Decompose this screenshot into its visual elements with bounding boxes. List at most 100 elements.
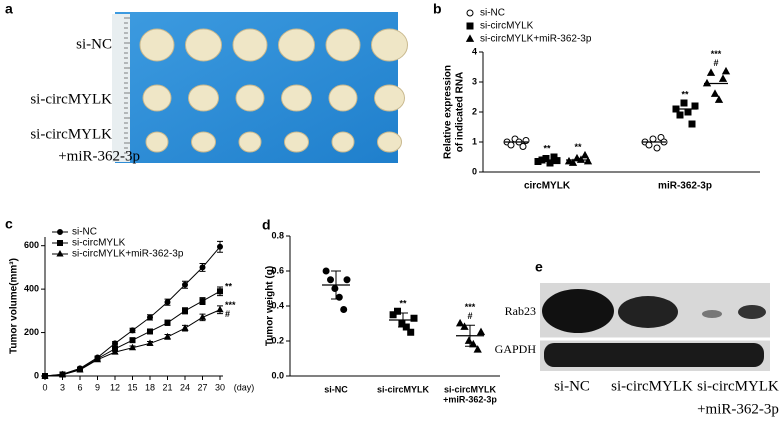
y-tick-label: 0	[34, 370, 39, 380]
marker	[714, 95, 724, 103]
marker	[217, 243, 223, 250]
marker	[93, 355, 102, 363]
marker	[147, 328, 153, 335]
x-tick-label: circMYLK	[524, 181, 571, 192]
marker	[181, 324, 189, 331]
y-tick-label: 600	[24, 240, 39, 250]
marker	[199, 264, 206, 271]
marker	[580, 150, 590, 159]
marker	[76, 365, 84, 373]
marker	[653, 144, 661, 152]
x-tick-label: si-circMYLK	[444, 384, 497, 394]
y-tick-label: 3	[472, 76, 477, 86]
marker	[564, 156, 574, 165]
y-tick-label: 1	[472, 136, 477, 146]
panel-label: e	[535, 259, 543, 275]
y-tick-label: 4	[472, 46, 477, 56]
annotation: **	[399, 299, 407, 309]
marker	[402, 323, 410, 331]
marker	[718, 74, 728, 82]
marker	[198, 313, 207, 320]
band	[738, 305, 766, 319]
tumor	[331, 131, 355, 153]
x-tick-label: 24	[180, 382, 190, 392]
band	[544, 343, 764, 367]
marker	[583, 156, 593, 165]
tumor	[142, 84, 172, 112]
marker	[476, 327, 486, 336]
y-axis-label: Tumor weight (g)	[265, 266, 276, 346]
marker	[465, 34, 475, 42]
annotation: **	[681, 89, 689, 99]
y-tick-label: 400	[24, 284, 39, 294]
annotation: #	[467, 311, 472, 321]
panel-label: d	[262, 217, 271, 233]
series-line	[44, 290, 221, 377]
marker	[322, 267, 330, 275]
tumor	[235, 84, 265, 112]
panel-label: b	[433, 1, 442, 17]
y-tick-label: 0.6	[271, 265, 284, 275]
y-tick-label: 0	[472, 166, 477, 176]
legend-label: si-circMYLK	[72, 238, 126, 249]
tumor	[145, 131, 169, 153]
x-tick-label: 15	[127, 382, 137, 392]
tumor	[281, 84, 312, 112]
marker	[163, 332, 172, 340]
marker	[706, 68, 716, 76]
x-tick-label: 21	[162, 382, 172, 392]
protein-label: GAPDH	[495, 342, 537, 356]
x-tick-label: 0	[42, 382, 47, 392]
marker	[331, 285, 339, 292]
lane-label: si-circMYLK	[697, 378, 779, 394]
annotation: #	[225, 309, 230, 319]
x-tick-label: 12	[110, 382, 120, 392]
marker	[469, 339, 478, 348]
x-axis-label: (day)	[234, 382, 255, 392]
marker	[164, 299, 171, 306]
tumor	[139, 28, 175, 62]
tumor	[191, 131, 216, 153]
marker	[146, 339, 154, 346]
marker	[680, 99, 688, 107]
legend-label: si-circMYLK	[480, 21, 534, 32]
x-tick-label: 6	[77, 382, 82, 392]
tumor	[371, 28, 408, 62]
row-label: si-NC	[76, 36, 112, 52]
annotation: ***	[465, 302, 476, 312]
x-tick-label: 3	[60, 382, 65, 392]
marker	[721, 66, 731, 75]
marker	[410, 314, 418, 322]
x-tick-label: 27	[197, 382, 207, 392]
tumor	[278, 28, 315, 62]
marker	[473, 345, 482, 353]
marker	[129, 337, 136, 344]
tumor	[238, 131, 262, 153]
lane-label: si-NC	[554, 378, 590, 394]
marker	[199, 298, 206, 305]
marker	[455, 318, 465, 327]
panel-label: c	[5, 216, 13, 232]
marker	[216, 305, 224, 313]
tumor	[188, 84, 219, 112]
band	[542, 289, 614, 333]
y-axis-label: of indicated RNA	[455, 72, 466, 153]
series-line	[44, 246, 221, 377]
marker	[217, 288, 223, 295]
marker	[691, 102, 699, 110]
marker	[460, 322, 469, 330]
marker	[41, 371, 49, 379]
marker	[57, 240, 63, 246]
marker	[340, 306, 348, 313]
y-tick-label: 0.2	[271, 335, 284, 345]
marker	[58, 370, 67, 378]
band	[702, 310, 722, 318]
x-tick-label: +miR-362-3p	[443, 394, 497, 404]
x-tick-label: si-circMYLK	[377, 384, 430, 394]
annotation: ***	[711, 49, 722, 59]
marker	[182, 281, 188, 288]
annotation: ***	[225, 300, 236, 310]
marker	[568, 158, 578, 166]
annotation: #	[713, 58, 718, 68]
